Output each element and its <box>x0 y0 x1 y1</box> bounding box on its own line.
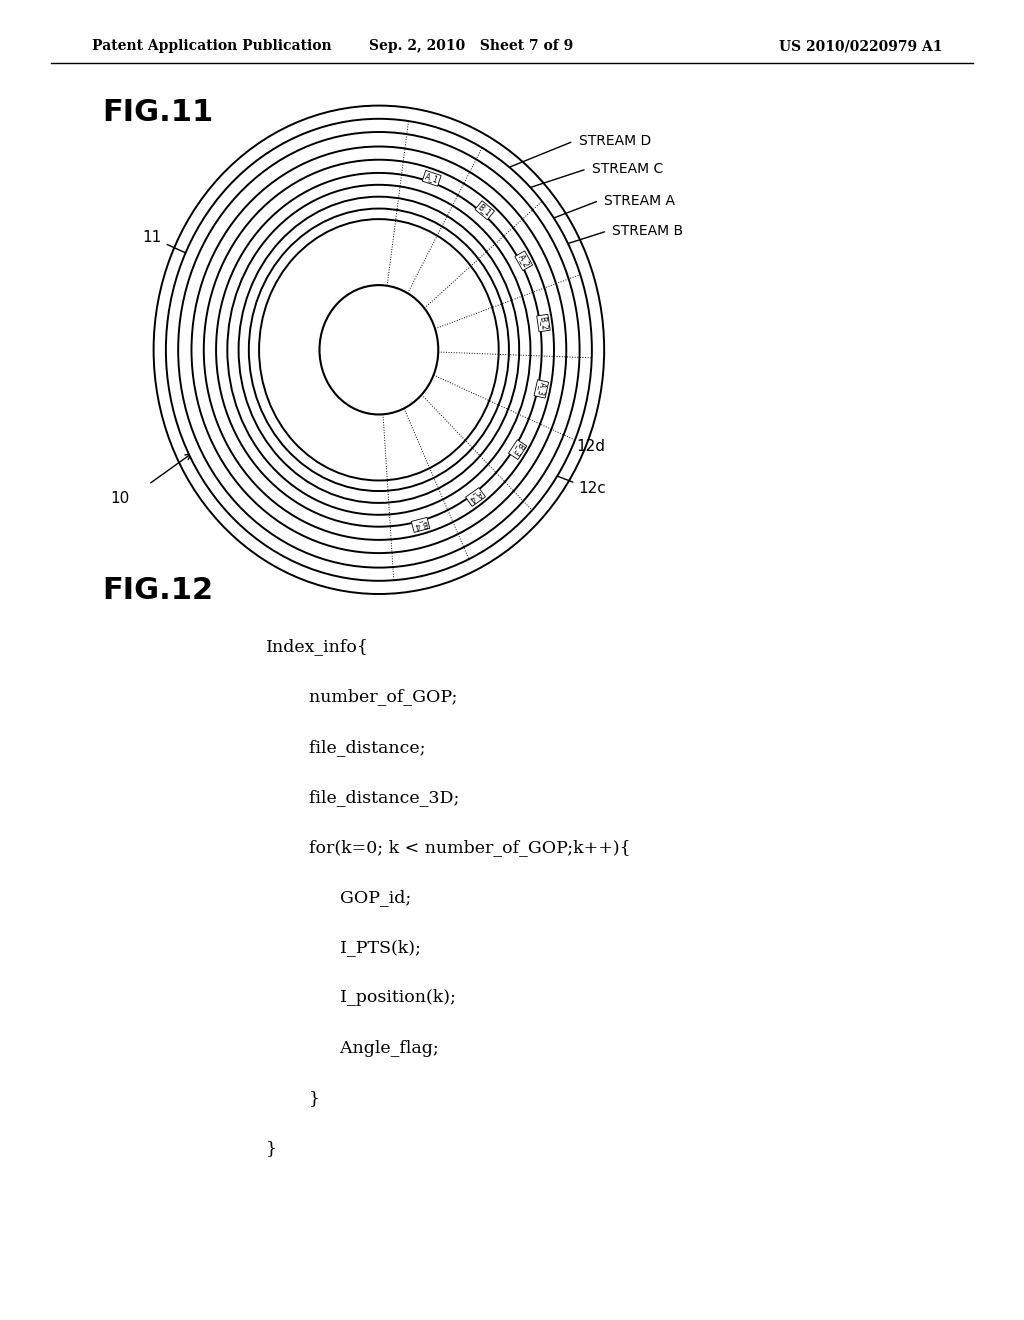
Text: A_2: A_2 <box>516 252 531 269</box>
Text: I_PTS(k);: I_PTS(k); <box>307 940 421 956</box>
Text: B_4: B_4 <box>413 519 428 531</box>
Text: Patent Application Publication: Patent Application Publication <box>92 40 332 53</box>
Text: number_of_GOP;: number_of_GOP; <box>287 689 457 705</box>
Text: FIG.12: FIG.12 <box>102 576 214 605</box>
Text: 12d: 12d <box>577 438 605 454</box>
Text: Sep. 2, 2010   Sheet 7 of 9: Sep. 2, 2010 Sheet 7 of 9 <box>369 40 573 53</box>
Text: 12c: 12c <box>579 480 606 496</box>
Text: STREAM B: STREAM B <box>612 224 683 238</box>
Text: US 2010/0220979 A1: US 2010/0220979 A1 <box>778 40 942 53</box>
Text: A_1: A_1 <box>424 172 439 185</box>
Text: }: } <box>287 1090 319 1106</box>
Ellipse shape <box>239 197 519 503</box>
Text: I_position(k);: I_position(k); <box>307 990 456 1006</box>
Text: B_1: B_1 <box>476 202 493 218</box>
Text: 11: 11 <box>142 230 206 263</box>
Ellipse shape <box>259 219 499 480</box>
Ellipse shape <box>227 185 530 515</box>
Text: GOP_id;: GOP_id; <box>307 890 412 906</box>
Ellipse shape <box>191 147 566 553</box>
Ellipse shape <box>249 209 509 491</box>
Text: FIG.11: FIG.11 <box>102 98 214 127</box>
Text: 10: 10 <box>111 491 130 507</box>
Text: B_2: B_2 <box>538 315 549 330</box>
Text: A_3: A_3 <box>536 381 547 397</box>
Text: for(k=0; k < number_of_GOP;k++){: for(k=0; k < number_of_GOP;k++){ <box>287 840 631 855</box>
Text: B_3: B_3 <box>510 441 525 458</box>
Ellipse shape <box>166 119 592 581</box>
Text: STREAM C: STREAM C <box>592 162 664 176</box>
Ellipse shape <box>216 173 542 527</box>
Text: file_distance;: file_distance; <box>287 739 425 755</box>
Ellipse shape <box>319 285 438 414</box>
Ellipse shape <box>178 132 580 568</box>
Text: Index_info{: Index_info{ <box>266 639 369 655</box>
Ellipse shape <box>204 160 554 540</box>
Text: A_4: A_4 <box>467 490 483 504</box>
Text: }: } <box>266 1140 278 1156</box>
Text: file_distance_3D;: file_distance_3D; <box>287 789 459 805</box>
Text: STREAM A: STREAM A <box>604 194 675 207</box>
Text: STREAM D: STREAM D <box>579 135 651 148</box>
Ellipse shape <box>154 106 604 594</box>
Text: Angle_flag;: Angle_flag; <box>307 1040 439 1056</box>
